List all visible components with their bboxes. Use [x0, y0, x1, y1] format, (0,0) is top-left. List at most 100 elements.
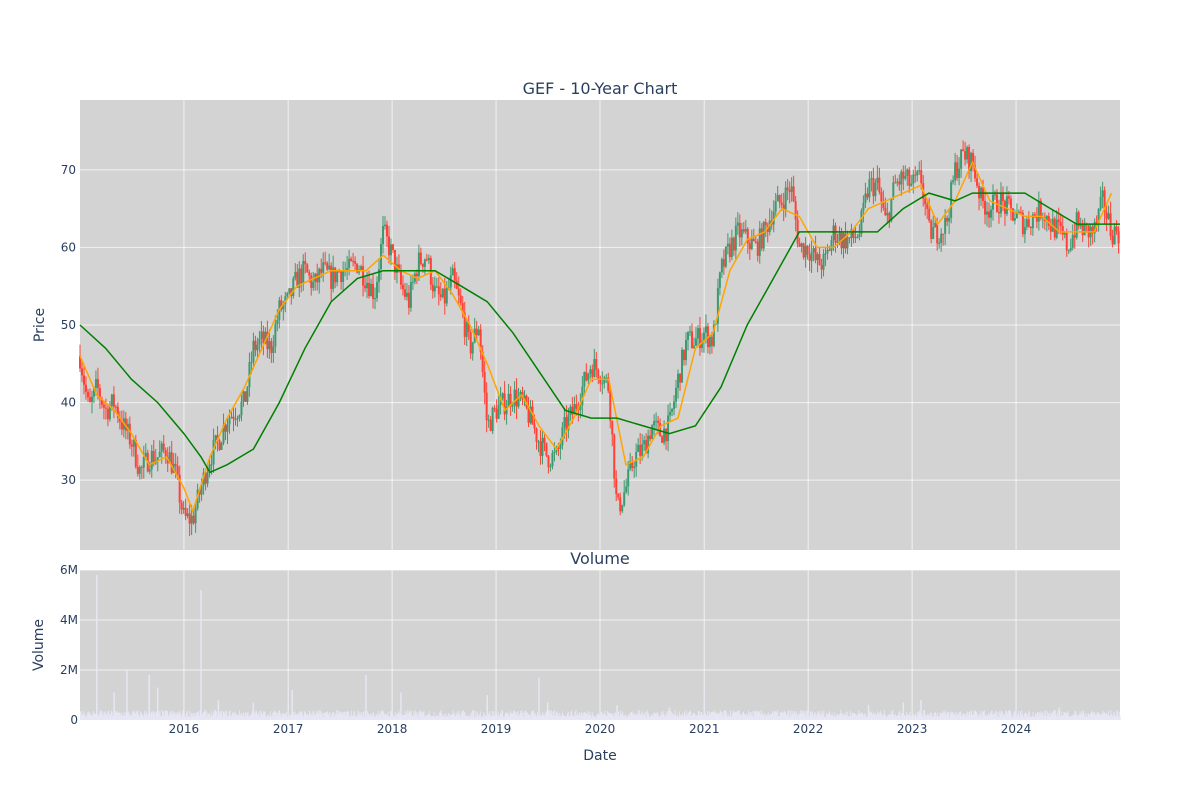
date-axis-title: Date [583, 748, 616, 764]
candle-body [79, 356, 81, 369]
candle-body [824, 253, 827, 255]
candle-body [1099, 196, 1102, 209]
volume-bar [167, 711, 169, 720]
volume-bar [994, 713, 996, 720]
volume-x-tick-label: 2016 [169, 722, 200, 736]
volume-bar [535, 715, 537, 720]
volume-bar [984, 715, 986, 720]
volume-bar [918, 712, 920, 720]
candle-body [200, 485, 203, 495]
volume-bar [896, 715, 898, 720]
volume-bar [1118, 716, 1120, 720]
volume-bar [367, 713, 369, 720]
volume-bar [1071, 715, 1073, 720]
volume-bar [325, 712, 327, 720]
candle-body [479, 329, 482, 352]
volume-bar [921, 713, 923, 720]
candle-body [591, 369, 594, 377]
candle-body [1007, 196, 1010, 199]
candle-body [710, 336, 713, 346]
volume-bar [438, 712, 440, 720]
candle-body [266, 331, 269, 350]
candle-body [748, 243, 751, 250]
volume-bar [309, 713, 311, 720]
volume-bar [467, 716, 469, 720]
volume-bar [403, 714, 405, 720]
volume-bar [891, 713, 893, 720]
candle-body [475, 328, 478, 336]
volume-bar [357, 710, 359, 720]
volume-bar [1115, 715, 1117, 720]
volume-bars [80, 575, 1121, 720]
volume-bar [152, 713, 154, 720]
candle-body [832, 225, 835, 241]
volume-bar [439, 711, 441, 720]
volume-bar [1111, 713, 1113, 720]
volume-bar [1100, 713, 1102, 720]
candle-body [1005, 196, 1008, 214]
volume-bar [1088, 713, 1090, 720]
volume-bar [355, 716, 357, 720]
candle-body [352, 260, 355, 262]
volume-bar [441, 713, 443, 720]
volume-bar [545, 711, 547, 720]
volume-bar [758, 711, 760, 720]
volume-bar [286, 716, 288, 720]
volume-bar [811, 714, 813, 720]
volume-bar [970, 714, 972, 720]
volume-bar [1031, 716, 1033, 720]
volume-bar [94, 713, 96, 720]
candle-body [988, 211, 991, 218]
volume-bar [322, 716, 324, 720]
volume-bar [914, 712, 916, 720]
volume-bar [760, 714, 762, 720]
candle-body [240, 401, 243, 416]
candle-body [298, 268, 301, 288]
volume-bar [174, 713, 176, 720]
candle-body [794, 201, 797, 220]
candle-body [553, 451, 556, 454]
volume-spike-bar [113, 692, 115, 720]
candle-body [308, 272, 311, 276]
volume-bar [864, 713, 866, 720]
volume-bar [507, 712, 509, 720]
volume-bar [223, 711, 225, 720]
candle-body [96, 379, 99, 389]
volume-bar [425, 715, 427, 720]
volume-spike-bar [867, 705, 870, 720]
candle-body [324, 262, 327, 264]
volume-bar [968, 712, 970, 720]
volume-bar [766, 714, 768, 720]
volume-bar [287, 715, 289, 720]
volume-bar [862, 714, 864, 720]
candle-body [517, 396, 520, 407]
volume-bar [146, 715, 148, 720]
volume-bar [433, 711, 435, 720]
candle-body [848, 237, 851, 239]
volume-bar [940, 712, 942, 720]
volume-bar [272, 712, 274, 720]
volume-bar [250, 715, 252, 720]
volume-bar [796, 714, 798, 720]
volume-bar [1052, 712, 1054, 720]
volume-bar [555, 712, 557, 720]
volume-bar [384, 714, 386, 720]
volume-bar [596, 713, 598, 720]
volume-bar [908, 714, 910, 720]
candle-body [902, 171, 905, 179]
volume-bar [447, 716, 449, 720]
candle-body [850, 229, 853, 239]
volume-bar [601, 714, 603, 720]
volume-bar [950, 713, 952, 720]
volume-bar [150, 713, 152, 720]
volume-bar [972, 714, 974, 720]
volume-bar [845, 711, 847, 720]
volume-bar [178, 713, 180, 720]
volume-bar [813, 712, 815, 720]
volume-bar [557, 713, 559, 720]
candle-body [515, 389, 518, 407]
volume-bar [362, 711, 364, 720]
volume-bar [165, 710, 167, 720]
volume-bar [606, 715, 608, 720]
